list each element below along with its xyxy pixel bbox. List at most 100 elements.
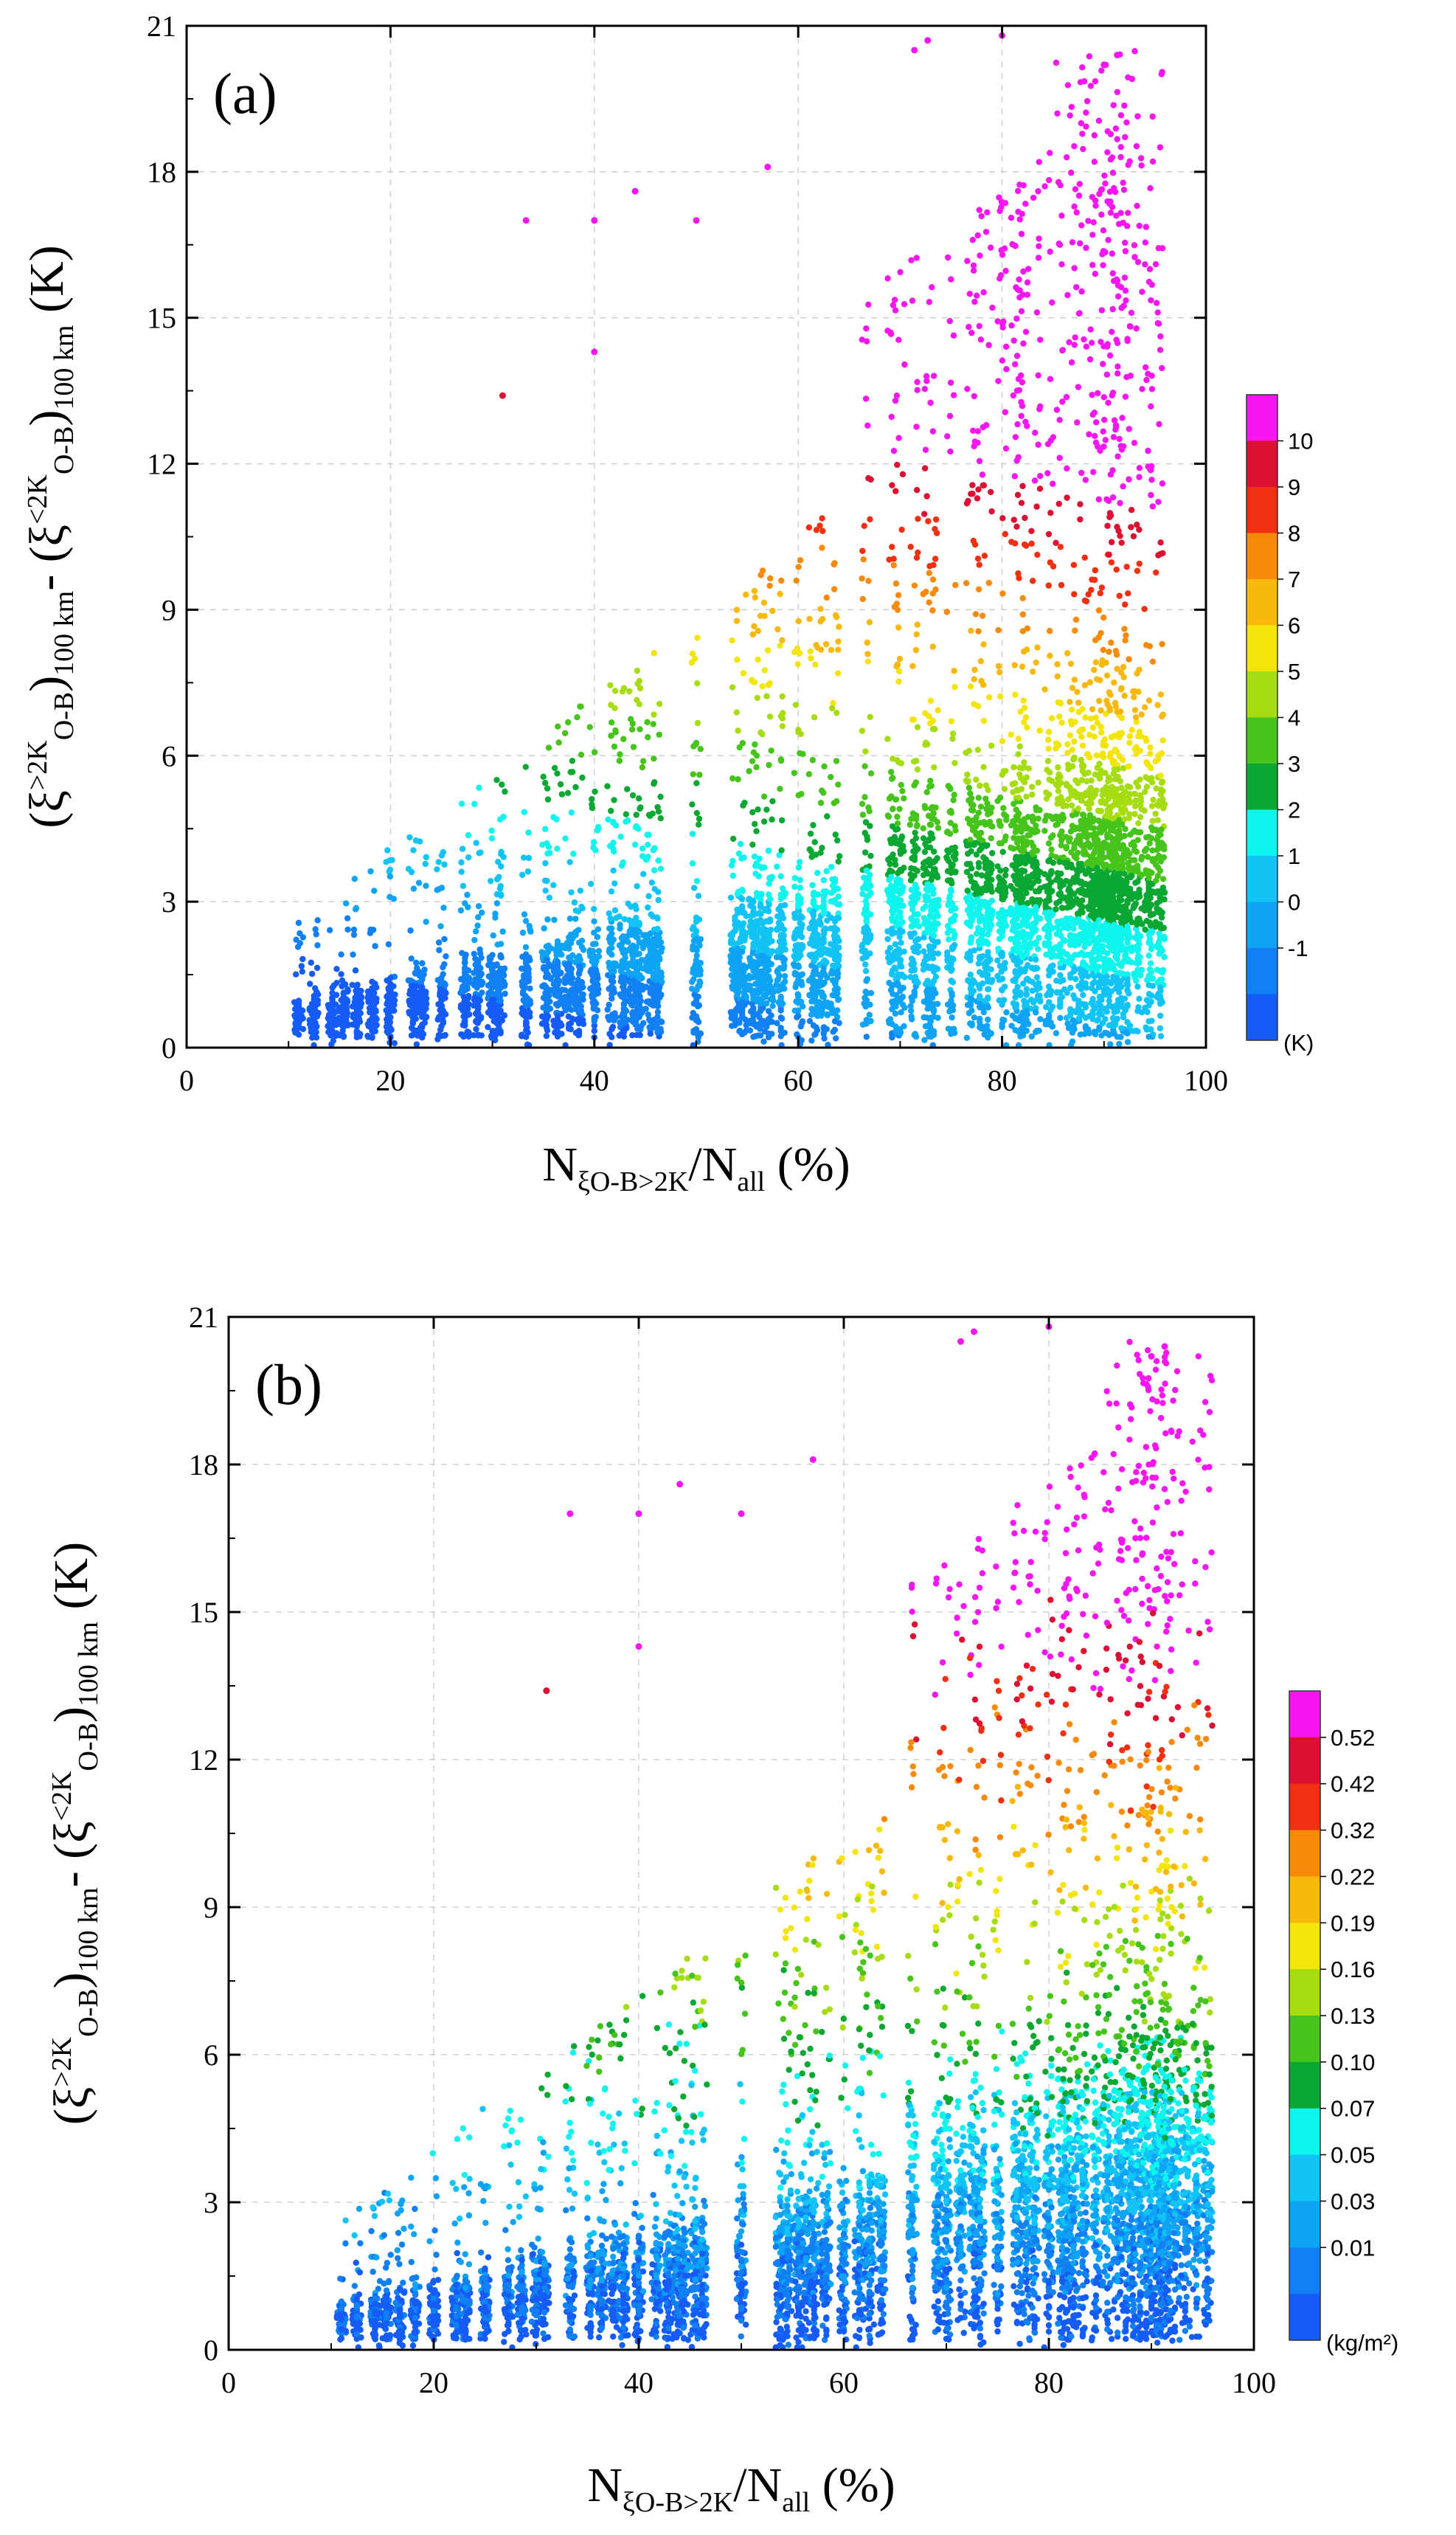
data-point <box>645 893 652 899</box>
data-point <box>642 1006 649 1012</box>
data-point <box>620 685 628 691</box>
data-point <box>729 872 737 879</box>
data-point <box>892 488 899 494</box>
data-point <box>985 952 991 959</box>
data-point <box>629 792 637 799</box>
data-point <box>791 770 798 776</box>
data-point <box>831 1009 839 1017</box>
data-point <box>462 986 468 994</box>
data-point <box>1019 818 1025 826</box>
data-point <box>1024 724 1030 731</box>
data-point <box>765 950 772 956</box>
data-point <box>295 1031 302 1038</box>
data-point <box>438 1032 445 1040</box>
data-point <box>753 764 760 771</box>
data-point <box>967 896 974 902</box>
data-point <box>562 835 569 842</box>
data-point <box>636 939 642 946</box>
data-point <box>1018 308 1025 315</box>
data-point <box>932 556 939 562</box>
data-point <box>656 731 662 738</box>
data-point <box>608 925 615 932</box>
data-point <box>1002 409 1009 415</box>
data-point <box>490 932 496 939</box>
data-point <box>554 972 561 979</box>
data-point <box>914 387 921 393</box>
data-point <box>689 801 696 808</box>
data-point <box>976 905 983 912</box>
data-point <box>552 982 559 989</box>
data-point <box>884 812 891 819</box>
data-point <box>694 719 701 727</box>
data-point <box>914 378 921 386</box>
data-point <box>909 663 916 670</box>
data-point <box>983 806 990 812</box>
data-point <box>985 916 991 923</box>
data-point <box>695 893 702 899</box>
data-point <box>967 919 974 925</box>
data-point <box>575 1031 583 1039</box>
data-point <box>930 1013 937 1020</box>
data-point <box>499 781 505 788</box>
data-point <box>999 1000 1005 1007</box>
data-point <box>589 941 597 948</box>
data-point <box>999 771 1006 778</box>
data-point <box>1030 194 1037 201</box>
data-point <box>575 955 583 961</box>
data-point <box>884 328 891 334</box>
data-point <box>1002 960 1008 966</box>
data-point <box>1023 1008 1030 1014</box>
data-point <box>946 412 954 420</box>
data-point <box>971 676 977 682</box>
data-point <box>982 843 990 849</box>
data-point <box>609 965 615 972</box>
data-point <box>554 770 561 777</box>
data-point <box>575 927 582 933</box>
data-point <box>982 885 990 891</box>
data-point <box>654 964 661 972</box>
data-point <box>779 693 786 700</box>
data-point <box>1008 539 1015 545</box>
data-point <box>988 850 996 857</box>
data-point <box>611 907 619 914</box>
data-point <box>951 760 958 767</box>
data-point <box>889 482 895 488</box>
data-point <box>911 978 918 984</box>
data-point <box>387 996 394 1003</box>
data-point <box>970 267 977 274</box>
data-point <box>995 663 1002 670</box>
data-point <box>810 936 817 944</box>
data-point <box>760 864 768 871</box>
data-point <box>611 688 619 694</box>
data-point <box>645 904 651 911</box>
data-point <box>932 525 938 533</box>
data-point <box>760 818 768 825</box>
data-point <box>340 999 347 1006</box>
data-point <box>884 275 891 282</box>
data-point <box>974 495 981 502</box>
data-point <box>1008 215 1015 221</box>
data-point <box>594 933 601 941</box>
data-point <box>999 1023 1005 1030</box>
data-point <box>441 936 448 943</box>
data-point <box>975 586 982 592</box>
data-point <box>755 961 761 969</box>
data-point <box>413 1041 420 1048</box>
data-point <box>901 361 908 368</box>
data-point <box>964 850 971 857</box>
data-point <box>988 921 995 928</box>
data-point <box>688 978 696 986</box>
data-point <box>760 793 768 800</box>
data-point <box>746 975 753 982</box>
data-point <box>579 994 586 1001</box>
data-point <box>969 482 976 488</box>
data-point <box>795 941 802 948</box>
data-point <box>929 428 937 435</box>
data-point <box>475 903 482 910</box>
data-point <box>755 873 762 879</box>
data-point <box>948 978 954 984</box>
data-point <box>654 1014 661 1020</box>
data-point <box>766 582 773 589</box>
data-point <box>985 941 991 947</box>
data-point <box>633 914 639 921</box>
